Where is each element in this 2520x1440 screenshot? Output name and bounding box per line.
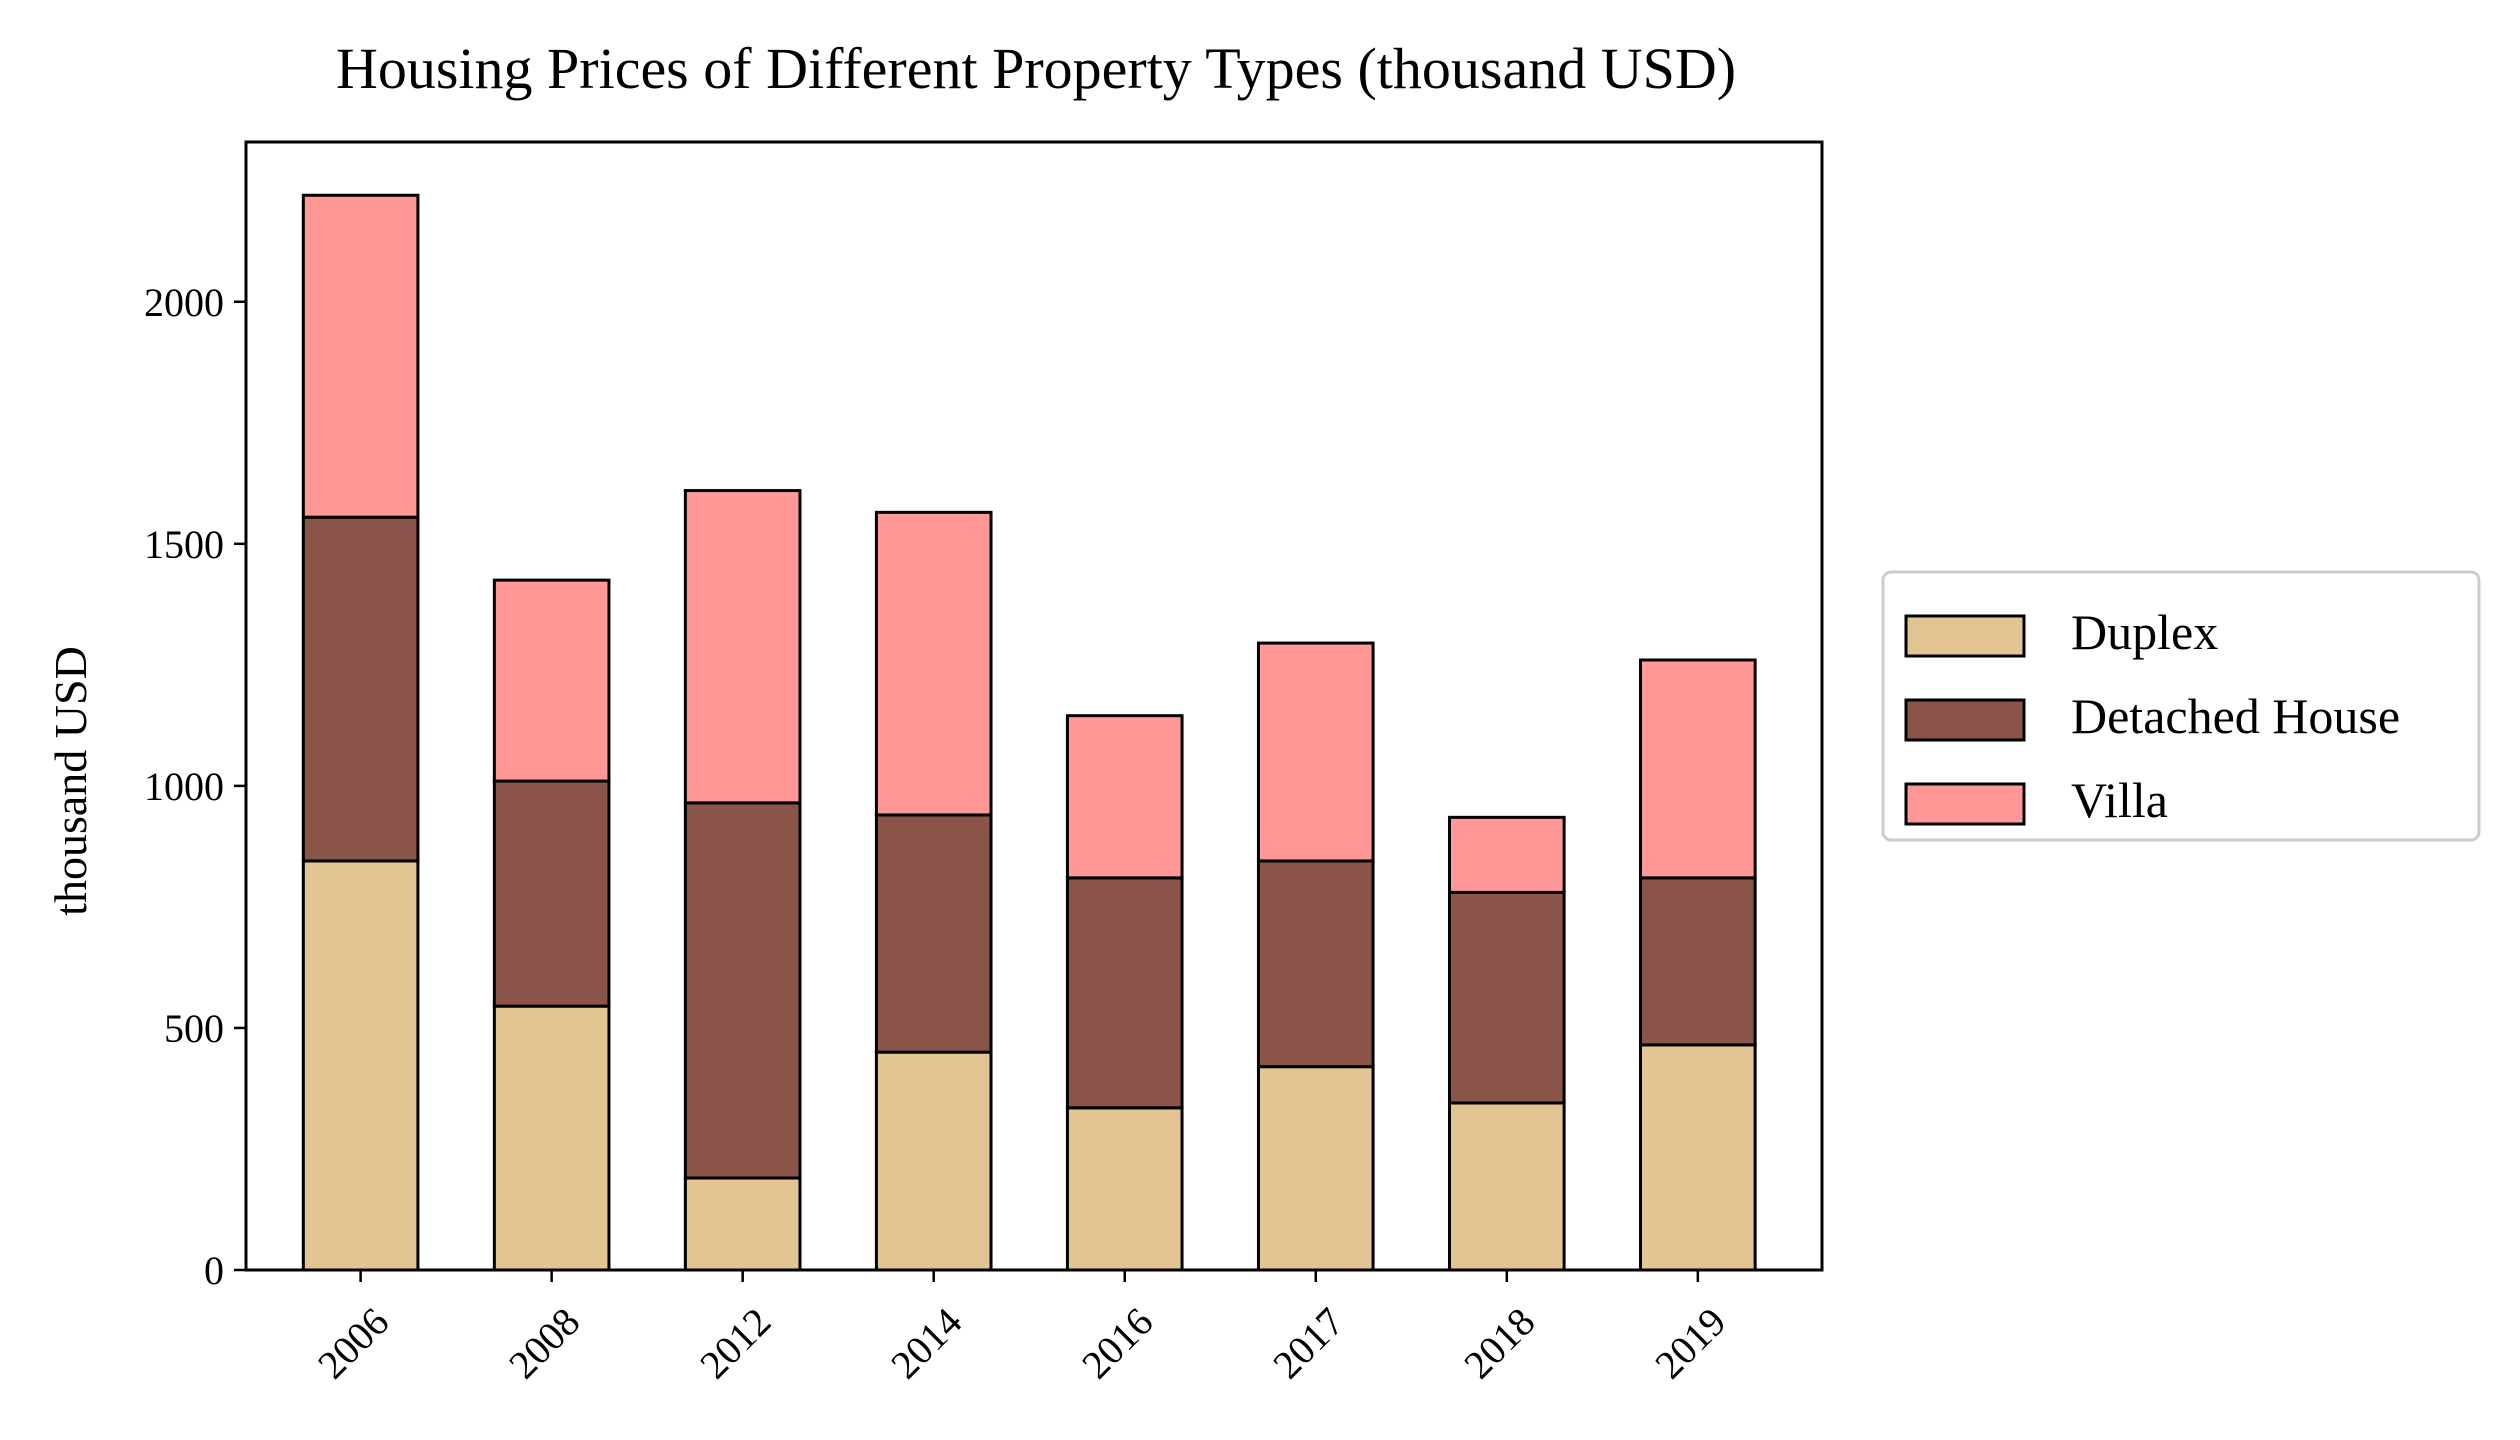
y-tick-label-1000: 1000: [144, 764, 224, 809]
x-tick-label-2017: 2017: [1264, 1299, 1352, 1387]
legend: Duplex Detached House Villa: [1881, 570, 2481, 842]
bar-duplex-2019: [1639, 1043, 1757, 1272]
bar-detached-house-2006: [301, 515, 420, 863]
legend-label-detached-house: Detached House: [2071, 688, 2400, 744]
y-tick-label-2000: 2000: [144, 280, 224, 325]
bar-villa-2008: [492, 578, 611, 783]
x-tick-label-2019: 2019: [1646, 1299, 1734, 1387]
bar-villa-2006: [301, 193, 420, 519]
y-axis-label: thousand USD: [45, 646, 96, 916]
bar-detached-house-2016: [1065, 876, 1184, 1110]
chart-title: Housing Prices of Different Property Typ…: [336, 36, 1736, 101]
bar-duplex-2018: [1447, 1101, 1566, 1272]
legend-label-villa: Villa: [2071, 772, 2168, 828]
bar-detached-house-2008: [492, 779, 611, 1008]
plot-frame: [244, 140, 1824, 1272]
bar-villa-2012: [683, 489, 802, 805]
legend-swatch-duplex: [1904, 614, 2026, 658]
legend-swatch-detached-house: [1904, 698, 2026, 742]
x-tick-label-2014: 2014: [882, 1299, 970, 1387]
bar-villa-2019: [1639, 658, 1757, 880]
y-tick-label-0: 0: [204, 1248, 224, 1293]
bar-duplex-2017: [1256, 1065, 1375, 1272]
bar-detached-house-2018: [1447, 890, 1566, 1105]
x-tick-label-2018: 2018: [1455, 1299, 1543, 1387]
bar-duplex-2016: [1065, 1106, 1184, 1272]
legend-box: [1881, 570, 2481, 842]
x-tick-label-2012: 2012: [691, 1299, 779, 1387]
bar-duplex-2008: [492, 1004, 611, 1272]
bar-detached-house-2017: [1256, 859, 1375, 1069]
x-tick-label-2008: 2008: [500, 1299, 588, 1387]
bar-villa-2016: [1065, 714, 1184, 880]
y-tick-label-1500: 1500: [144, 522, 224, 567]
bar-duplex-2006: [301, 859, 420, 1272]
bar-villa-2014: [874, 510, 993, 817]
y-tick-label-500: 500: [164, 1006, 224, 1051]
x-tick-label-2016: 2016: [1073, 1299, 1161, 1387]
legend-swatch-villa: [1904, 782, 2026, 826]
plot-area: 2006 2008 2012 2014 2016 2017 2018 2019 0 500 1000…: [144, 140, 1824, 1387]
legend-label-duplex: Duplex: [2071, 604, 2218, 660]
bar-detached-house-2012: [683, 801, 802, 1180]
bar-detached-house-2019: [1639, 876, 1757, 1047]
bar-duplex-2012: [683, 1176, 802, 1272]
bar-villa-2017: [1256, 641, 1375, 863]
x-tick-label-2006: 2006: [309, 1299, 397, 1387]
bar-detached-house-2014: [874, 813, 993, 1054]
bar-villa-2018: [1447, 815, 1566, 894]
bar-duplex-2014: [874, 1050, 993, 1272]
